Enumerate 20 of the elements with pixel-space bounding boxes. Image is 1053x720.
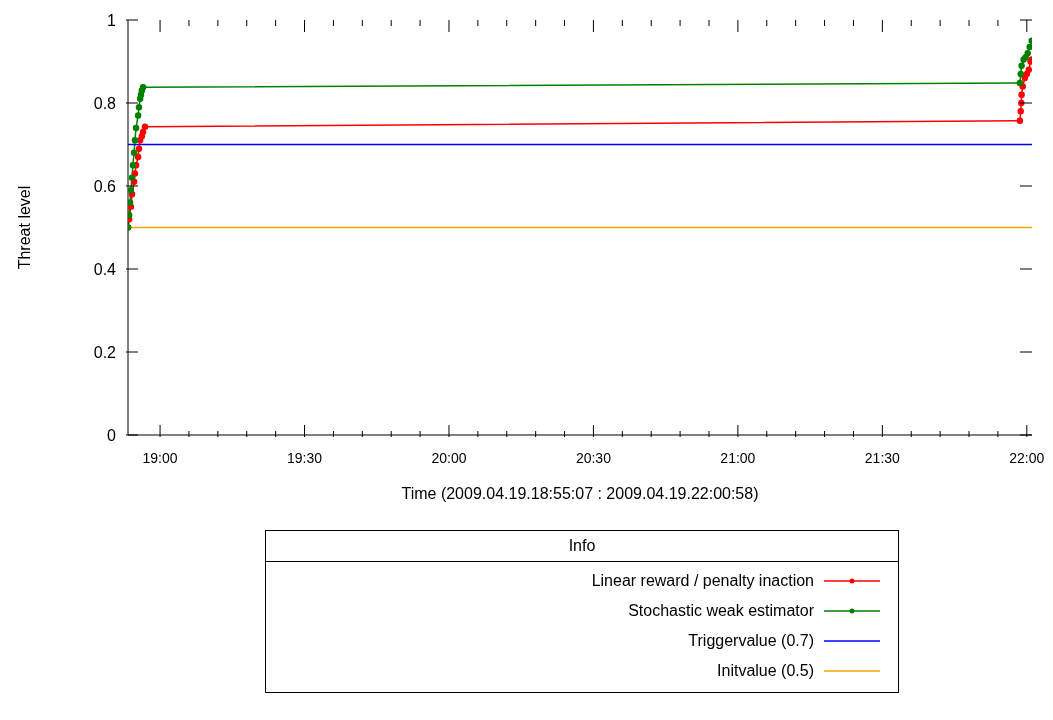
x-tick-label: 20:00 (431, 450, 467, 466)
y-axis-title: Threat level (15, 185, 33, 270)
y-tick-label: 0.6 (93, 178, 117, 195)
x-tick-label: 19:00 (142, 450, 178, 466)
x-tick-label: 20:30 (575, 450, 612, 466)
x-tick-label: 19:30 (287, 450, 323, 466)
y-tick-label: 0.8 (93, 95, 117, 112)
x-tick-label: 22:00 (1009, 450, 1045, 466)
legend-label: Initvalue (0.5) (717, 662, 814, 680)
y-tick-label: 0.4 (93, 261, 117, 278)
x-tick-label: 21:30 (864, 450, 901, 466)
legend-title: Info (266, 531, 898, 562)
y-tick-label: 1 (107, 12, 117, 29)
y-tick-label: 0 (107, 427, 117, 444)
x-axis-title: Time (2009.04.19.18:55:07 : 2009.04.19.22:00:58) (400, 485, 760, 503)
legend-label: Triggervalue (0.7) (688, 632, 814, 650)
legend-label: Stochastic weak estimator (628, 602, 814, 620)
legend-label: Linear reward / penalty inaction (591, 572, 814, 590)
x-tick-label: 21:00 (720, 450, 756, 466)
y-tick-label: 0.2 (93, 344, 117, 361)
